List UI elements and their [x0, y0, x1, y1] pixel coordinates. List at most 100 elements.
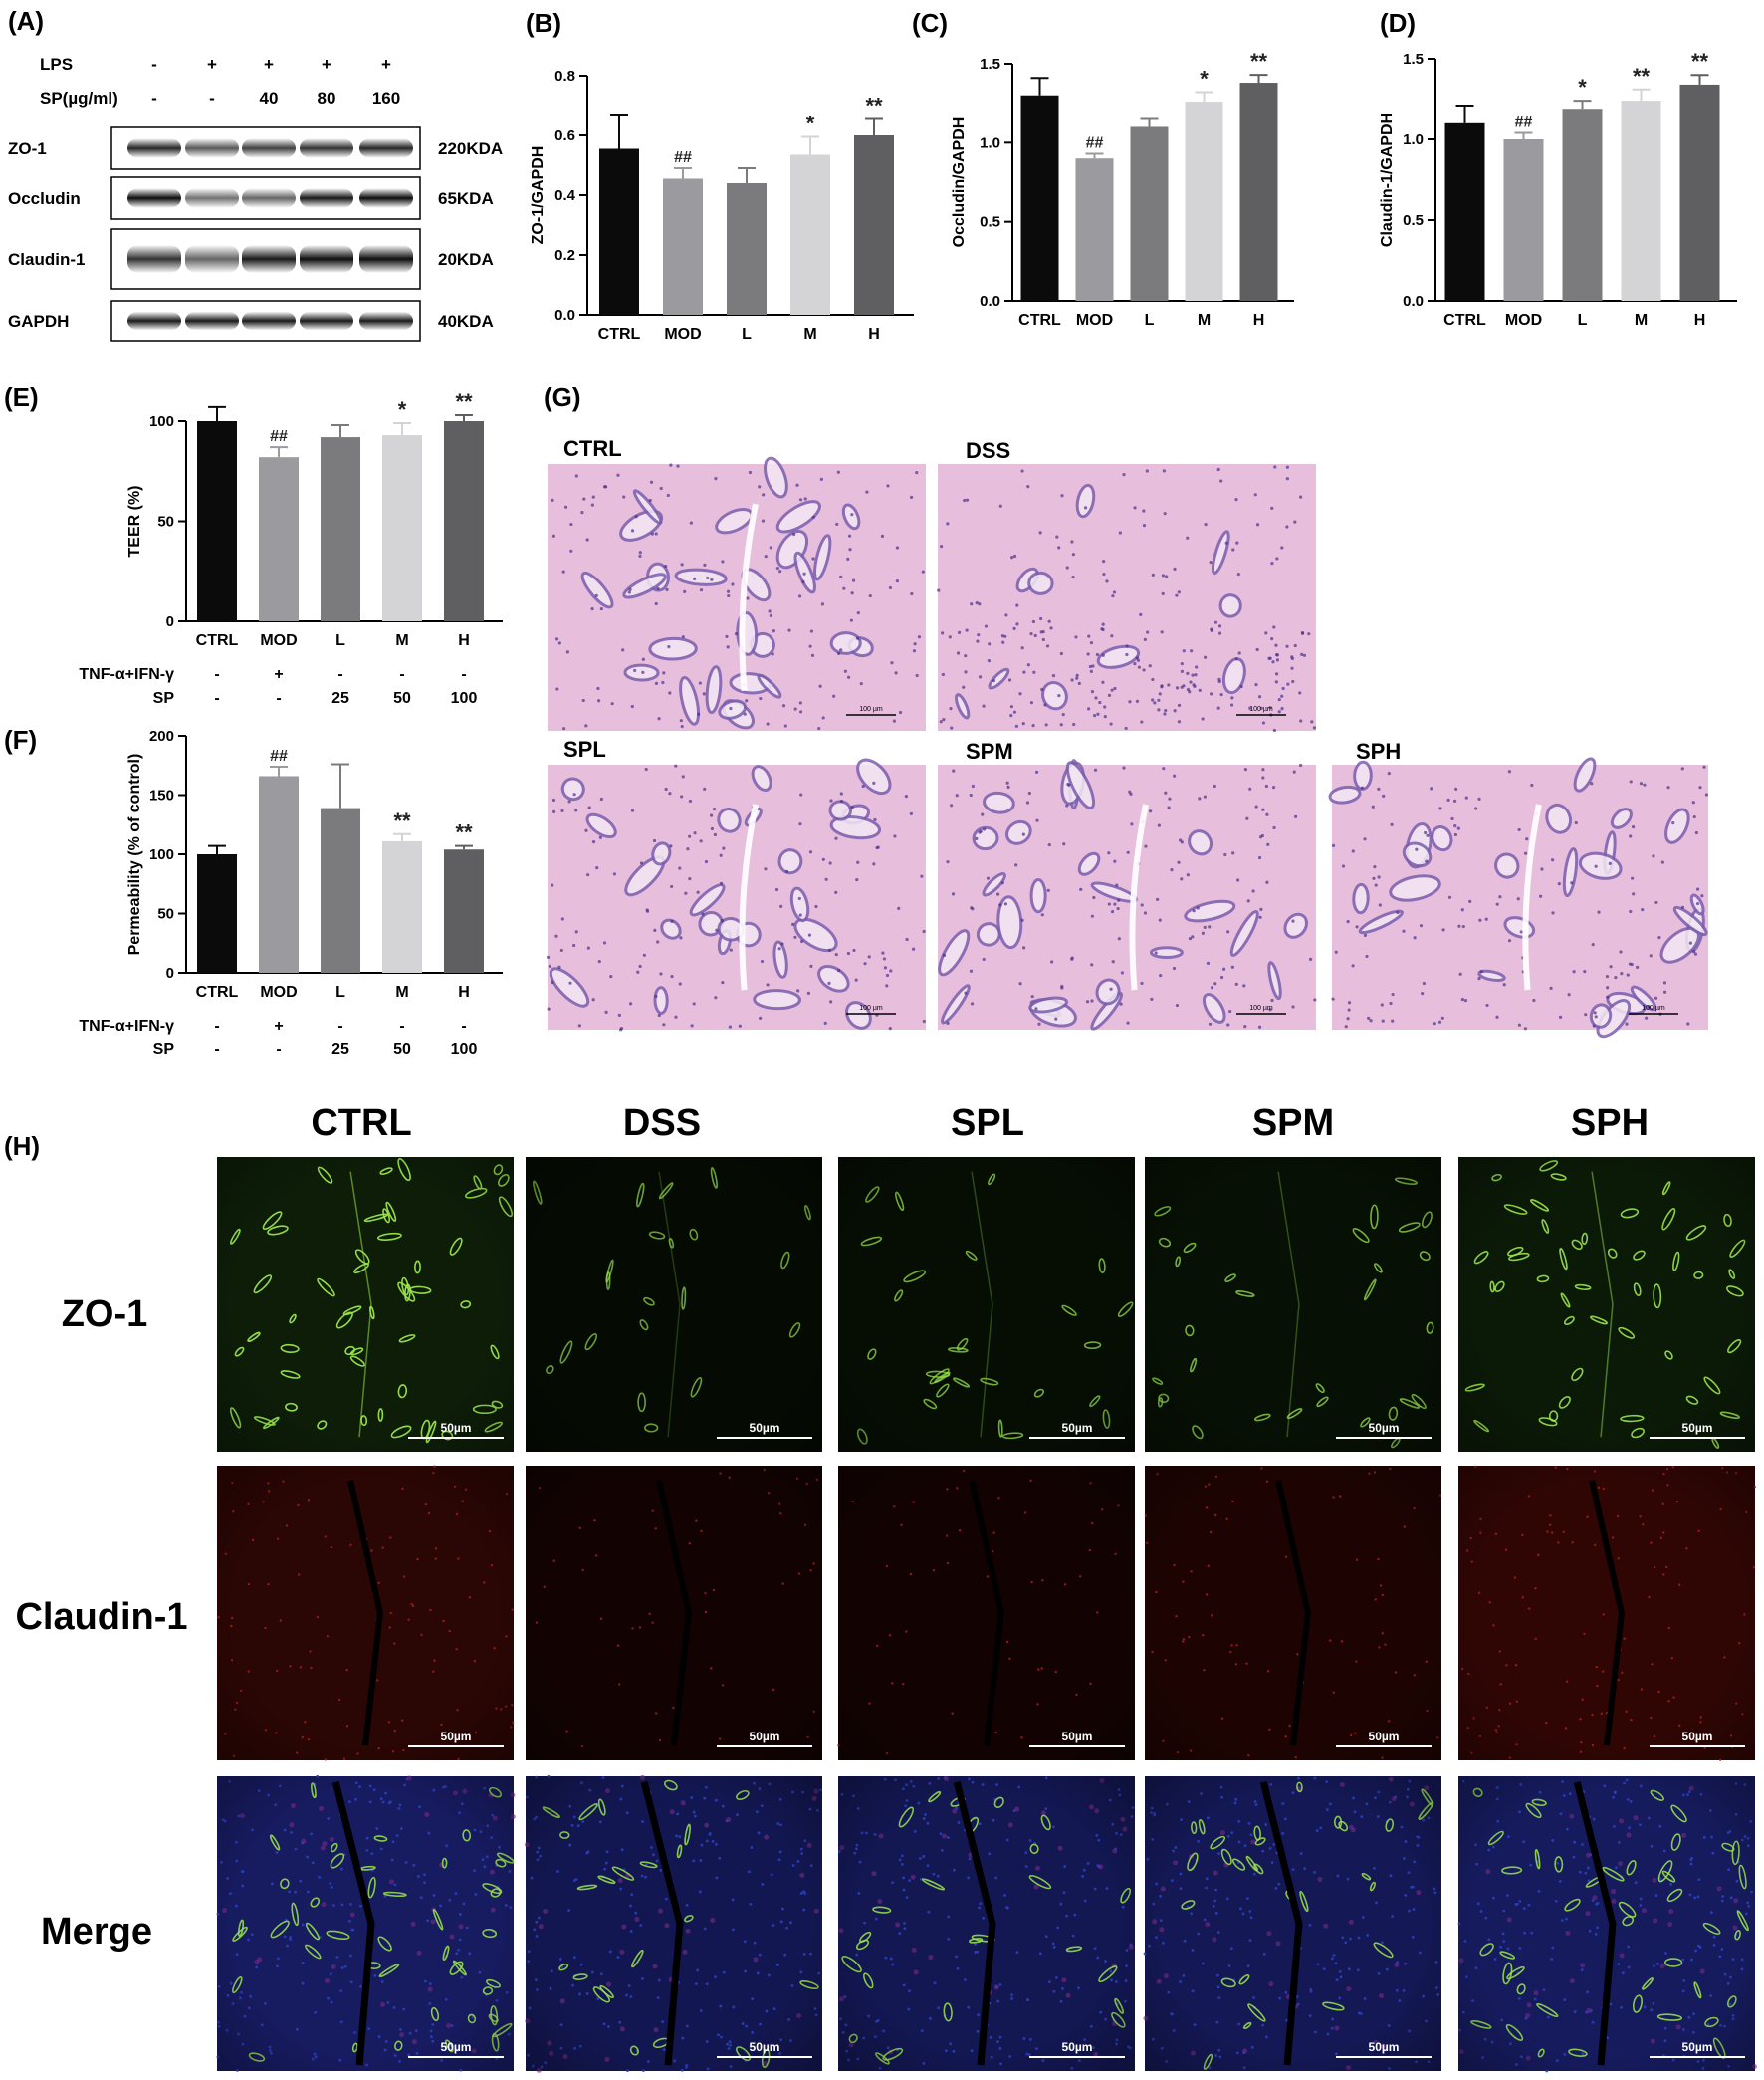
- nucleus: [1021, 946, 1026, 950]
- nucleus: [1126, 1021, 1130, 1025]
- nucleus: [555, 687, 559, 691]
- bar-l: [1562, 109, 1603, 301]
- y-tick-label: 0.2: [554, 247, 575, 264]
- nucleus: [777, 947, 781, 951]
- nucleus: [1277, 710, 1281, 714]
- nucleus: [1507, 770, 1512, 774]
- scale-bar-label: 100 µm: [859, 1005, 883, 1012]
- nucleus: [1217, 679, 1221, 684]
- nucleus: [582, 497, 586, 501]
- nucleus: [1446, 798, 1450, 802]
- nucleus: [1583, 969, 1587, 974]
- nucleus: [1254, 683, 1258, 687]
- nucleus: [873, 817, 877, 822]
- bar-m: [1621, 101, 1661, 302]
- nucleus: [1173, 567, 1177, 571]
- nucleus: [1089, 669, 1093, 673]
- treatment-value: 25: [331, 1041, 349, 1058]
- nucleus: [638, 964, 642, 969]
- nucleus: [1688, 941, 1693, 945]
- nucleus: [1119, 1002, 1123, 1006]
- nucleus: [1270, 506, 1274, 510]
- nucleus: [633, 668, 637, 673]
- nucleus: [1009, 705, 1014, 709]
- crypt: [1184, 899, 1236, 923]
- nucleus: [982, 827, 987, 831]
- nucleus: [725, 634, 729, 638]
- nucleus: [759, 696, 763, 701]
- nucleus: [829, 1000, 833, 1004]
- nucleus: [1452, 799, 1457, 803]
- crypt: [828, 800, 853, 821]
- x-tick-label: M: [1635, 312, 1648, 329]
- nucleus: [627, 590, 631, 594]
- blot-band: [359, 138, 413, 158]
- crypt: [1027, 571, 1054, 595]
- nucleus: [1090, 914, 1094, 918]
- bar-h: [444, 849, 484, 973]
- treatment-value: -: [214, 690, 219, 707]
- nucleus: [975, 601, 979, 605]
- scale-bar-label: 100 µm: [1249, 1005, 1273, 1012]
- treatment-value: -: [151, 55, 157, 74]
- nucleus: [784, 869, 789, 873]
- nucleus: [1636, 965, 1640, 969]
- nucleus: [821, 857, 825, 861]
- nucleus: [1347, 1001, 1352, 1005]
- significance-mark: **: [455, 389, 473, 414]
- nucleus: [1632, 892, 1636, 896]
- nucleus: [1572, 970, 1576, 974]
- nucleus: [664, 787, 668, 792]
- y-tick-label: 0.5: [1403, 212, 1424, 229]
- nucleus: [1012, 554, 1017, 559]
- bar-mod: [259, 776, 299, 973]
- nucleus: [1029, 701, 1034, 705]
- x-tick-label: H: [458, 632, 470, 649]
- nucleus: [1159, 974, 1163, 978]
- blot-protein-label: GAPDH: [8, 312, 69, 331]
- x-tick-label: CTRL: [196, 632, 239, 649]
- nucleus: [827, 981, 831, 986]
- if-image-merge-spl: 50µm: [837, 1776, 1135, 2071]
- nucleus: [1341, 864, 1346, 868]
- nucleus: [1142, 509, 1146, 513]
- nucleus: [1594, 864, 1598, 868]
- nucleus: [1070, 678, 1074, 682]
- nucleus: [1228, 1009, 1232, 1014]
- nucleus: [1270, 998, 1274, 1003]
- nucleus: [951, 892, 956, 896]
- nucleus: [774, 887, 779, 892]
- crypt: [845, 1001, 872, 1030]
- nucleus: [590, 606, 594, 611]
- blot-size-label: 220KDA: [438, 139, 503, 158]
- nucleus: [659, 486, 663, 491]
- treatment-label: TNF-α+IFN-γ: [79, 1018, 174, 1035]
- treatment-label: SP: [153, 1041, 175, 1058]
- crypt: [1149, 946, 1184, 959]
- nucleus: [676, 464, 680, 468]
- nucleus: [719, 881, 724, 885]
- nucleus: [978, 675, 983, 679]
- nucleus: [1092, 895, 1096, 900]
- crypt: [829, 815, 882, 840]
- nucleus: [839, 648, 843, 652]
- x-tick-label: CTRL: [196, 984, 239, 1001]
- nucleus: [1198, 797, 1202, 801]
- blot-band: [359, 245, 413, 273]
- nucleus: [917, 635, 922, 639]
- nucleus: [1039, 630, 1043, 634]
- blot-band: [127, 245, 181, 273]
- nucleus: [1067, 783, 1071, 787]
- scale-bar-label: 50µm: [441, 1730, 472, 1743]
- nucleus: [863, 962, 867, 966]
- nucleus: [727, 593, 731, 598]
- nucleus: [1046, 888, 1050, 892]
- nucleus: [861, 784, 865, 789]
- crypt: [775, 500, 821, 534]
- nucleus: [598, 835, 602, 839]
- nucleus: [1224, 541, 1228, 545]
- treatment-value: +: [322, 55, 331, 74]
- nucleus: [704, 859, 709, 864]
- nucleus: [1456, 826, 1460, 830]
- significance-mark: ##: [1515, 115, 1533, 131]
